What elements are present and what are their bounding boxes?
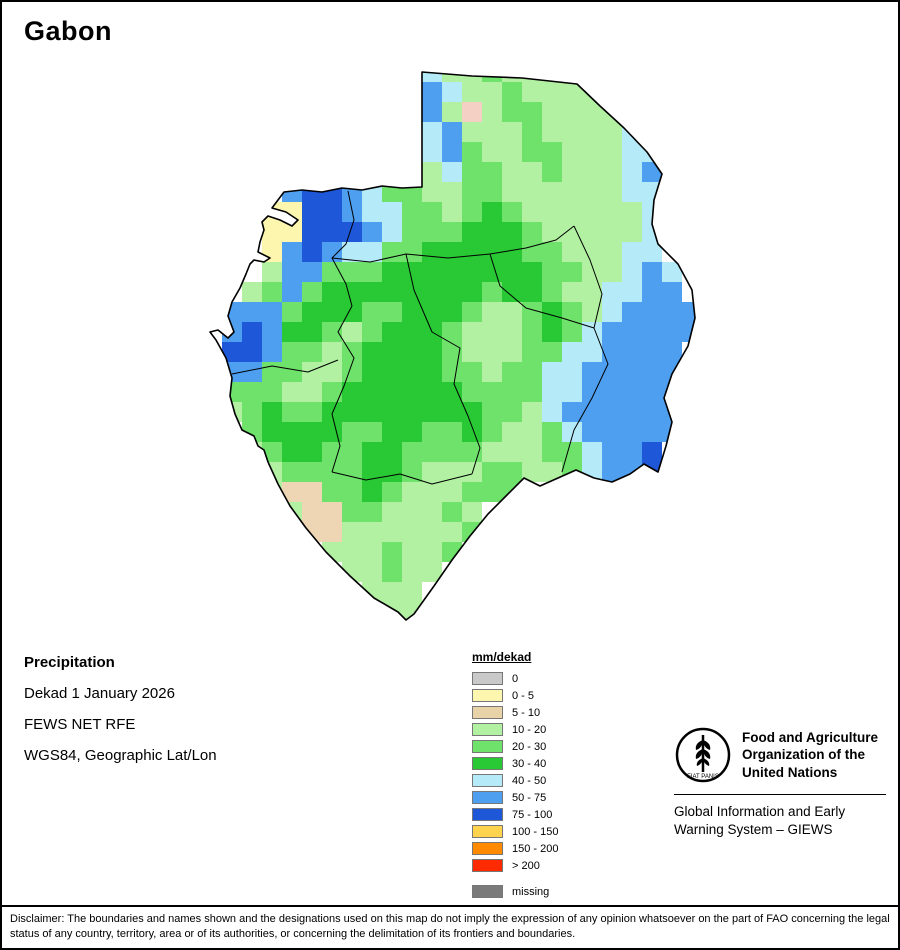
info-dekad: Dekad 1 January 2026 bbox=[24, 685, 175, 702]
legend-item: 30 - 40 bbox=[472, 755, 558, 772]
legend-label: 30 - 40 bbox=[512, 757, 547, 770]
legend-item: 0 - 5 bbox=[472, 687, 558, 704]
legend-swatch bbox=[472, 706, 503, 719]
map-info-block: Precipitation Dekad 1 January 2026 FEWS … bbox=[24, 654, 217, 778]
legend-label: 20 - 30 bbox=[512, 740, 547, 753]
legend-label: 0 bbox=[512, 672, 519, 685]
province-borders bbox=[231, 190, 609, 485]
disclaimer-text: Disclaimer: The boundaries and names sho… bbox=[10, 913, 890, 941]
legend-item: 5 - 10 bbox=[472, 704, 558, 721]
fao-org-line-1: Food and Agriculture bbox=[742, 729, 878, 745]
legend-swatch bbox=[472, 723, 503, 736]
svg-text:FIAT PANIS: FIAT PANIS bbox=[687, 774, 719, 780]
legend-item: 75 - 100 bbox=[472, 806, 558, 823]
gabon-precipitation-map bbox=[209, 71, 696, 621]
legend-item: 100 - 150 bbox=[472, 823, 558, 840]
legend-item: 0 bbox=[472, 670, 558, 687]
legend-missing-swatch bbox=[472, 885, 503, 898]
legend-label: 75 - 100 bbox=[512, 808, 553, 821]
legend-item: 40 - 50 bbox=[472, 772, 558, 789]
fao-org-name: Food and Agriculture Organization of the… bbox=[742, 729, 878, 782]
legend-swatch bbox=[472, 825, 503, 838]
legend-items: 0 0 - 5 5 - 10 10 - 20 20 - 30 30 - 40 40 - 50… bbox=[472, 670, 558, 874]
legend-item-missing: missing bbox=[472, 883, 558, 900]
legend-label: 5 - 10 bbox=[512, 706, 541, 719]
legend-item: > 200 bbox=[472, 857, 558, 874]
giews-line-1: Global Information and Early bbox=[674, 804, 846, 819]
precipitation-raster bbox=[222, 72, 695, 620]
legend-label: 50 - 75 bbox=[512, 791, 547, 804]
info-projection: WGS84, Geographic Lat/Lon bbox=[24, 747, 217, 764]
legend-missing-label: missing bbox=[512, 885, 550, 898]
fao-org-line-2: Organization of the bbox=[742, 747, 865, 763]
fao-divider-line bbox=[674, 794, 886, 795]
country-border bbox=[209, 71, 696, 621]
legend-swatch bbox=[472, 791, 503, 804]
legend-label: 10 - 20 bbox=[512, 723, 547, 736]
legend-label: > 200 bbox=[512, 859, 540, 872]
fao-block: FIAT PANIS Food and Agriculture Organiza… bbox=[674, 726, 886, 839]
fao-logo-icon: FIAT PANIS bbox=[675, 727, 731, 783]
legend-title: mm/dekad bbox=[472, 650, 532, 664]
legend-swatch bbox=[472, 672, 503, 685]
legend-swatch bbox=[472, 842, 503, 855]
legend-swatch bbox=[472, 689, 503, 702]
page-title: Gabon bbox=[24, 16, 112, 46]
info-precipitation-label: Precipitation bbox=[24, 654, 115, 671]
legend-item: 150 - 200 bbox=[472, 840, 558, 857]
legend-label: 0 - 5 bbox=[512, 689, 535, 702]
legend-swatch bbox=[472, 774, 503, 787]
disclaimer-divider-line bbox=[2, 905, 898, 907]
legend-swatch bbox=[472, 757, 503, 770]
legend-label: 100 - 150 bbox=[512, 825, 559, 838]
legend-item: 20 - 30 bbox=[472, 738, 558, 755]
legend-label: 40 - 50 bbox=[512, 774, 547, 787]
legend-item: 50 - 75 bbox=[472, 789, 558, 806]
fao-org-line-3: United Nations bbox=[742, 764, 838, 780]
legend-item: 10 - 20 bbox=[472, 721, 558, 738]
legend-label: 150 - 200 bbox=[512, 842, 559, 855]
legend-swatch bbox=[472, 740, 503, 753]
legend-swatch bbox=[472, 859, 503, 872]
giews-line-2: Warning System – GIEWS bbox=[674, 822, 833, 838]
legend: mm/dekad 0 0 - 5 5 - 10 10 - 20 20 - 30 30 - … bbox=[472, 650, 558, 900]
legend-swatch bbox=[472, 808, 503, 821]
giews-label: Global Information and Early Warning Sys… bbox=[674, 803, 886, 839]
info-source: FEWS NET RFE bbox=[24, 716, 136, 733]
